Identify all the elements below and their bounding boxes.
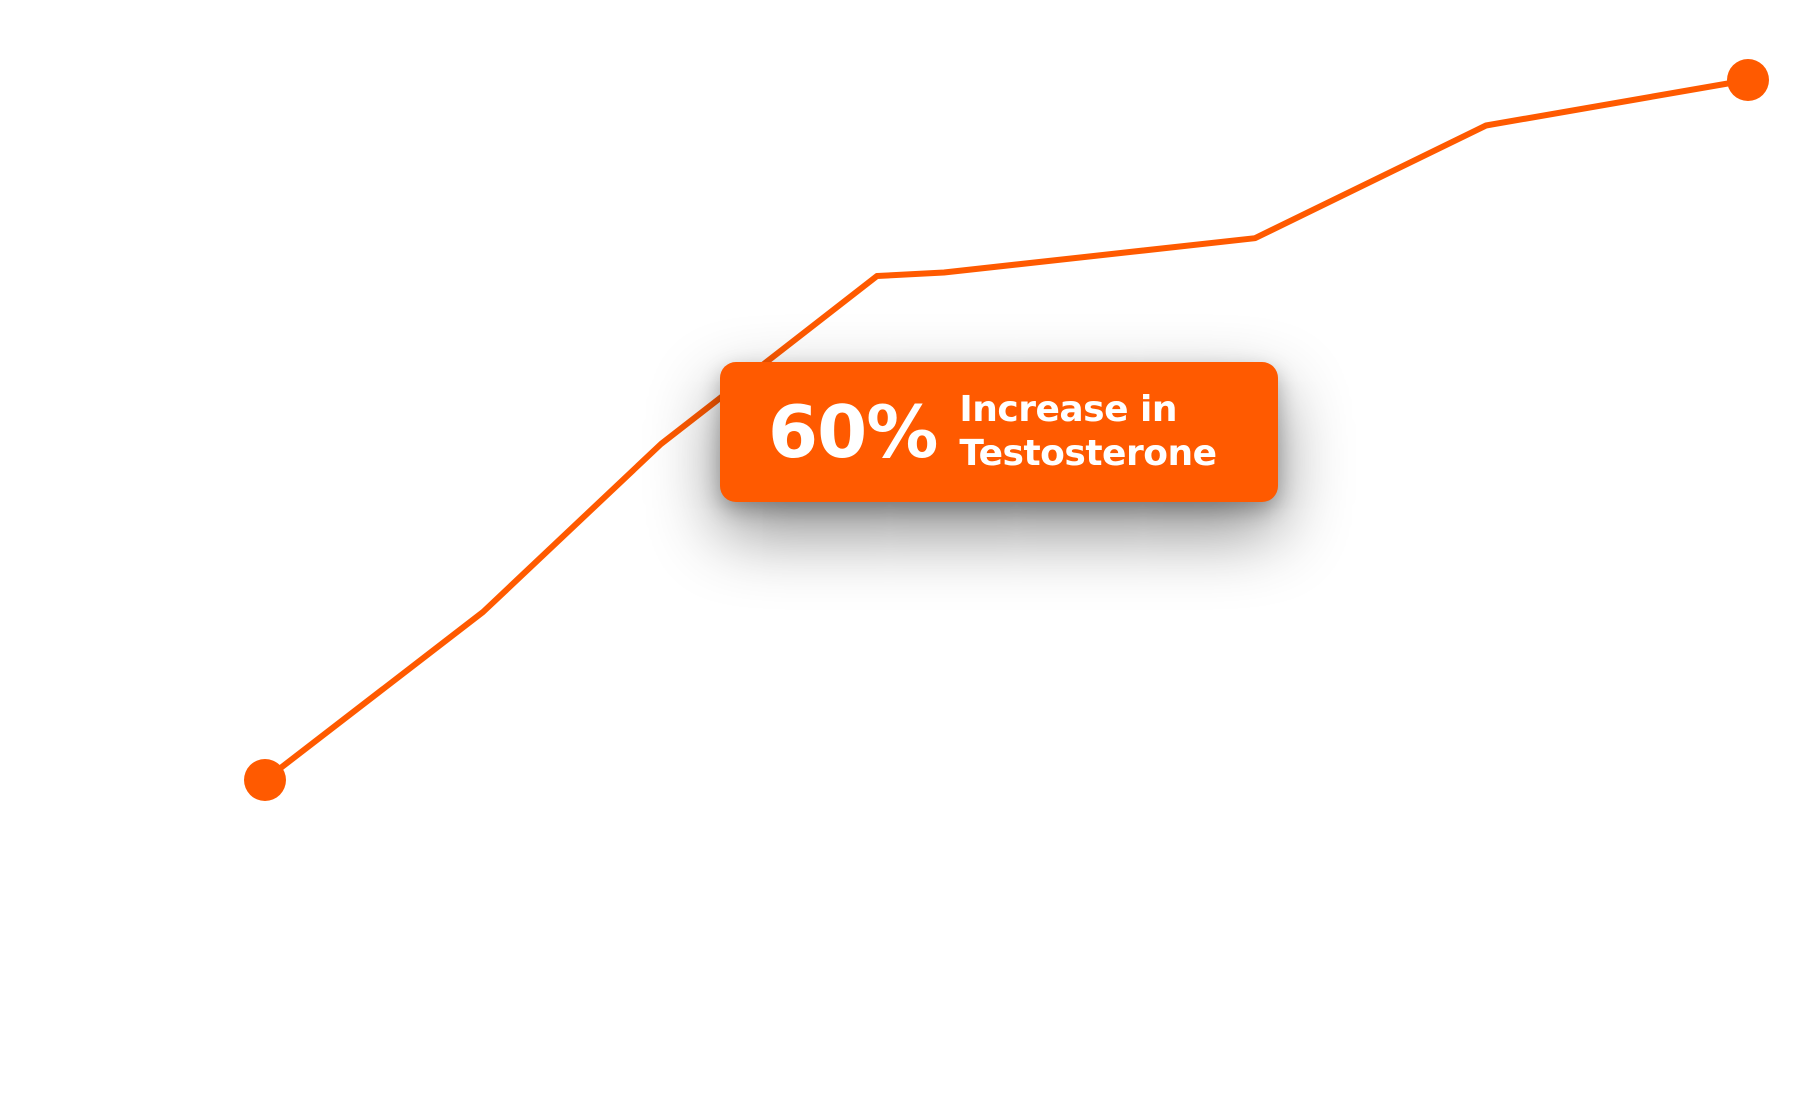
end-point-marker	[1727, 59, 1769, 101]
start-point-marker	[244, 759, 286, 801]
callout-label-line1: Increase in	[959, 389, 1178, 430]
stat-callout: 60% Increase in Testosterone	[720, 362, 1278, 502]
series-line	[262, 77, 1751, 783]
callout-value: 60%	[768, 390, 938, 474]
callout-label-line2: Testosterone	[959, 433, 1217, 474]
callout-label: Increase in Testosterone	[959, 388, 1217, 476]
